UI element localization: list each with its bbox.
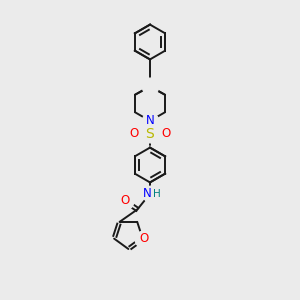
Text: O: O <box>140 232 149 245</box>
Text: N: N <box>143 187 152 200</box>
Text: O: O <box>161 127 170 140</box>
Text: S: S <box>146 127 154 140</box>
Text: H: H <box>153 189 160 199</box>
Text: N: N <box>146 114 154 128</box>
Text: O: O <box>130 127 139 140</box>
Text: O: O <box>120 194 129 208</box>
